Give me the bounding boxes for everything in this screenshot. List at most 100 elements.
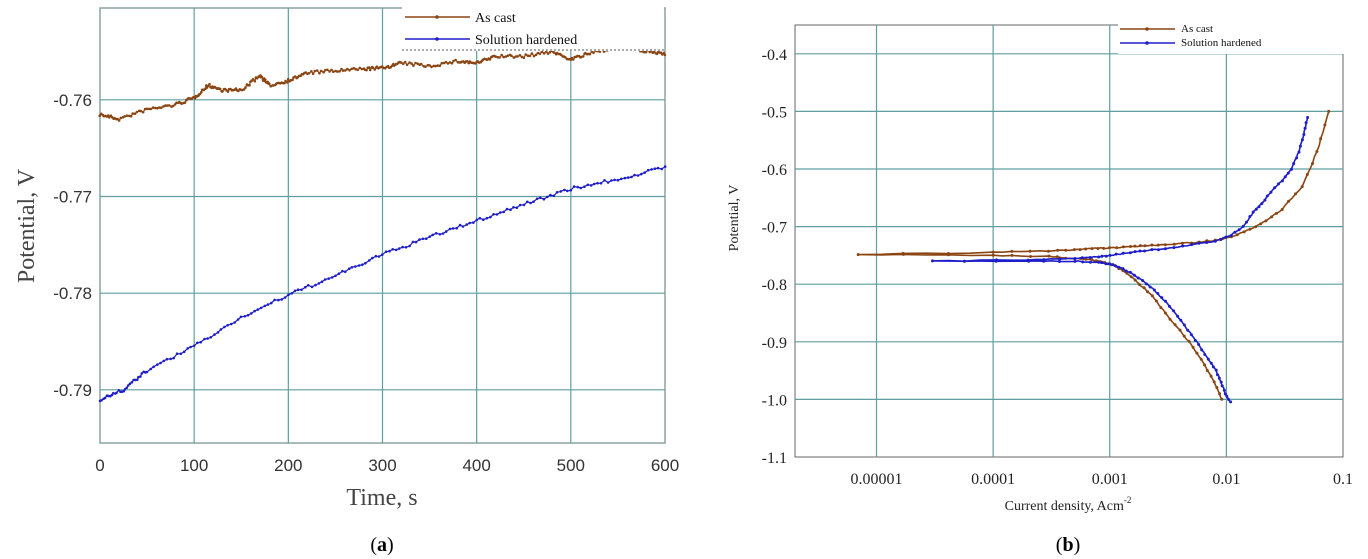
data-point: [663, 165, 667, 168]
data-point: [455, 226, 459, 230]
data-point: [492, 213, 495, 216]
data-point: [1311, 162, 1314, 165]
data-point: [592, 182, 596, 186]
data-point: [414, 240, 418, 244]
x-tick-label: 600: [651, 456, 679, 475]
data-point: [1283, 175, 1287, 179]
chart-b-legend-box: [1118, 20, 1365, 54]
data-point: [1181, 244, 1185, 248]
data-point: [1146, 290, 1149, 294]
data-point: [401, 62, 405, 66]
data-point: [166, 104, 169, 107]
y-tick-label: -0.9: [762, 335, 787, 352]
data-point: [125, 114, 129, 117]
data-point: [377, 255, 381, 258]
data-point: [553, 51, 556, 55]
data-point: [1133, 244, 1137, 248]
data-point: [365, 68, 368, 72]
data-point: [408, 61, 411, 64]
data-point: [283, 81, 286, 85]
data-point: [461, 225, 465, 228]
data-point: [856, 253, 860, 257]
data-point: [494, 55, 497, 58]
data-point: [1280, 208, 1284, 211]
data-point: [1298, 144, 1302, 148]
data-point: [1237, 228, 1241, 232]
chart-b-x-axis-label: Current density, Acm-2: [1005, 495, 1132, 514]
data-point: [424, 237, 428, 240]
data-point: [380, 253, 384, 256]
data-point: [1211, 365, 1215, 369]
data-point: [293, 289, 297, 293]
data-point: [152, 365, 155, 369]
data-point: [410, 62, 413, 65]
data-point: [196, 341, 199, 345]
data-point: [495, 213, 499, 216]
data-point: [564, 56, 567, 59]
data-point: [320, 280, 324, 284]
data-point: [1260, 202, 1264, 206]
data-point: [572, 185, 576, 188]
data-point: [414, 61, 417, 65]
data-point: [1010, 249, 1014, 253]
data-point: [552, 194, 556, 198]
data-point: [515, 206, 519, 209]
data-point: [263, 304, 267, 308]
data-point: [354, 67, 358, 71]
data-point: [330, 68, 333, 72]
data-point: [1138, 283, 1142, 287]
data-point: [1150, 248, 1154, 252]
data-point: [538, 52, 542, 56]
data-point: [266, 303, 270, 306]
data-point: [319, 69, 323, 73]
data-point: [1172, 309, 1176, 313]
data-point: [253, 79, 257, 83]
legend-b-as-cast-label: As cast: [1181, 23, 1213, 35]
data-point: [337, 272, 341, 276]
data-point: [544, 50, 548, 54]
data-point: [1227, 397, 1230, 401]
data-point: [358, 66, 362, 70]
data-point: [1200, 348, 1204, 352]
data-point: [579, 186, 583, 190]
data-point: [1251, 210, 1255, 214]
data-point: [1224, 235, 1228, 239]
data-point: [1220, 384, 1224, 388]
data-point: [1156, 292, 1160, 295]
data-point: [226, 324, 229, 327]
data-point: [1124, 269, 1128, 273]
x-tick-label: 0.00001: [851, 471, 903, 488]
data-point: [306, 284, 310, 287]
chart-a: 0 100 200 300 400 500 600 -0.76 -0.77 -0.78 -0.79…: [14, 5, 679, 556]
data-point: [313, 69, 317, 73]
data-point: [326, 68, 329, 72]
data-point: [489, 215, 492, 219]
data-point: [139, 375, 142, 378]
data-point: [403, 60, 407, 64]
data-point: [287, 293, 290, 297]
data-point: [1269, 190, 1273, 194]
data-point: [1073, 257, 1077, 260]
data-point: [1081, 260, 1085, 264]
data-point: [344, 69, 347, 72]
data-point: [478, 216, 482, 220]
data-point: [334, 274, 337, 278]
data-point: [613, 178, 616, 182]
data-point: [1300, 185, 1304, 189]
data-point: [1058, 257, 1062, 261]
data-point: [1212, 380, 1216, 384]
data-point: [535, 197, 539, 201]
data-point: [1254, 207, 1258, 211]
data-point: [1235, 233, 1239, 237]
data-point: [1263, 198, 1267, 202]
data-point: [1056, 248, 1060, 252]
data-point: [1111, 263, 1115, 267]
data-point: [1142, 286, 1146, 290]
data-point: [307, 71, 311, 75]
data-point: [368, 259, 371, 262]
data-point: [623, 176, 627, 180]
data-point: [141, 110, 145, 114]
data-point: [1273, 186, 1277, 190]
data-point: [663, 53, 667, 57]
data-point: [505, 207, 509, 211]
